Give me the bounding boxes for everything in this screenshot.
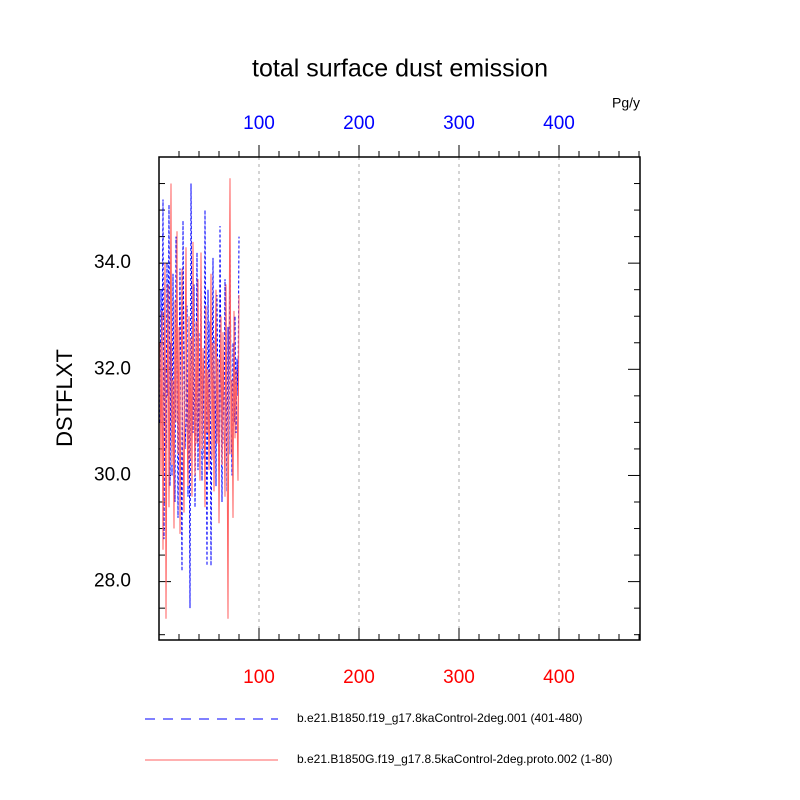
- legend-label: b.e21.B1850.f19_g17.8kaControl-2deg.001 …: [297, 711, 583, 725]
- chart-title: total surface dust emission: [252, 55, 548, 83]
- y-tick-label: 34.0: [94, 252, 131, 273]
- y-tick-label: 32.0: [94, 358, 131, 379]
- plot-frame: [158, 156, 641, 641]
- x-tick-label-bottom: 300: [443, 667, 475, 688]
- x-tick-label-top: 100: [243, 113, 275, 134]
- y-tick-label: 28.0: [94, 571, 131, 592]
- x-tick-label-top: 300: [443, 113, 475, 134]
- x-tick-label-bottom: 200: [343, 667, 375, 688]
- x-tick-label-top: 400: [543, 113, 575, 134]
- series-line: [159, 178, 240, 619]
- x-tick-label-bottom: 400: [543, 667, 575, 688]
- x-tick-label-bottom: 100: [243, 667, 275, 688]
- legend-label: b.e21.B1850G.f19_g17.8.5kaControl-2deg.p…: [297, 752, 613, 766]
- units-label: Pg/y: [612, 95, 640, 111]
- y-axis-label: DSTFLXT: [52, 349, 77, 447]
- y-tick-label: 30.0: [94, 464, 131, 485]
- x-tick-label-top: 200: [343, 113, 375, 134]
